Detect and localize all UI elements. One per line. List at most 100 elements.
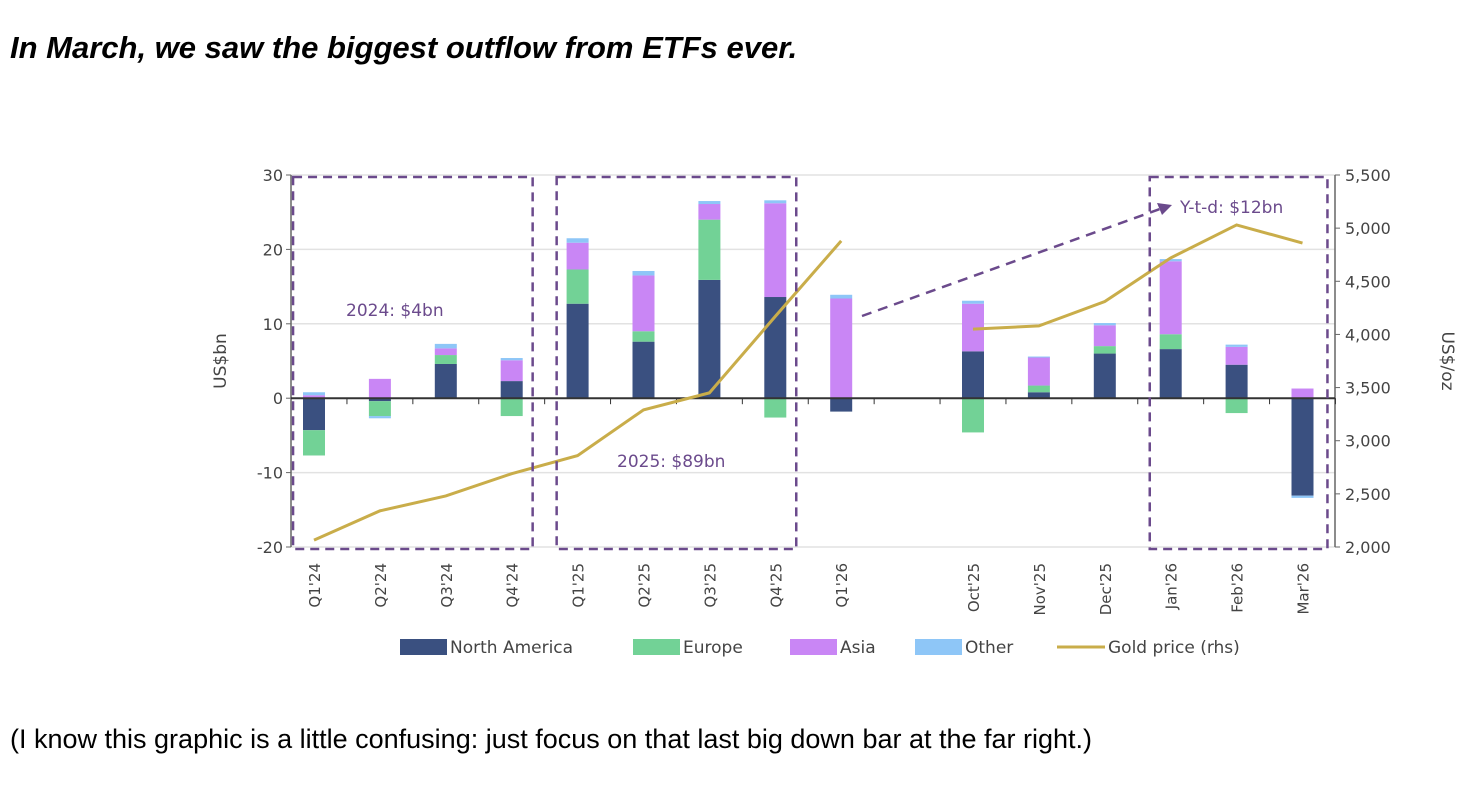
left-tick-label: 0 [273,389,283,408]
annotation-label: 2025: $89bn [617,452,725,472]
legend-swatch [790,639,837,655]
bar-north-america [566,303,589,399]
bar-other [500,358,523,361]
bar-north-america [764,297,787,399]
arrow-head-icon [1157,203,1172,215]
annotation-box [1148,175,1329,551]
x-tick-label: Jan'26 [1163,563,1181,610]
annotation-box [555,175,798,551]
bar-other [1291,495,1314,498]
bar-other [962,300,984,304]
bar-europe [1225,398,1248,414]
left-axis-title: US$bn [211,333,231,389]
bar-other [303,392,325,396]
x-tick-label: Oct'25 [965,563,983,612]
bar-other [434,343,457,349]
bar-asia [1027,357,1050,386]
bar-asia [500,360,523,382]
x-tick-label: Mar'26 [1295,563,1313,615]
bar-other [368,416,391,419]
x-tick-label: Q1'26 [833,563,851,608]
bar-asia [698,204,721,220]
legend-swatch [633,639,680,655]
bar-europe [764,398,787,418]
bar-north-america [962,351,984,399]
bar-other [1225,344,1248,347]
bar-europe [632,331,655,342]
legend-label: Other [965,638,1013,658]
bar-europe [1159,334,1182,350]
x-tick-label: Q1'24 [306,563,324,608]
bar-other [1093,323,1116,326]
ytd-arrow-line [861,207,1161,318]
bar-europe [434,355,457,364]
bar-asia [764,203,787,298]
x-tick-label: Q4'24 [504,563,522,608]
legend-label: North America [450,638,573,658]
bar-europe [500,398,523,417]
x-tick-label: Q2'24 [372,563,390,608]
bar-asia [434,348,457,356]
bar-north-america [698,279,721,399]
bar-other [698,201,721,205]
right-tick-label: 5,500 [1345,166,1391,185]
bar-asia [1159,261,1182,335]
x-tick-label: Dec'25 [1097,563,1115,615]
bar-europe [368,401,391,417]
bar-europe [1093,346,1116,354]
left-tick-label: 20 [263,240,283,259]
bar-north-america [500,381,523,399]
bar-north-america [303,398,325,431]
legend-label: Europe [683,638,743,658]
bar-north-america [632,341,655,399]
bar-north-america [1291,398,1314,496]
x-tick-label: Q2'25 [636,563,654,608]
bar-north-america [368,398,391,402]
x-tick-label: Nov'25 [1031,563,1049,616]
bar-north-america [1093,353,1116,399]
bar-europe [1027,385,1050,393]
bar-north-america [1159,349,1182,399]
x-tick-label: Q3'24 [438,563,456,608]
left-tick-label: -20 [257,538,283,557]
right-tick-label: 2,000 [1345,538,1391,557]
bar-europe [698,219,721,280]
bar-other [566,238,589,243]
right-tick-label: 3,500 [1345,379,1391,398]
gold-price-line [313,239,843,542]
bar-asia [1093,325,1116,347]
bar-other [1159,259,1182,262]
x-tick-label: Q3'25 [701,563,719,608]
gold-price-line [972,223,1303,331]
annotation-label: 2024: $4bn [346,301,444,321]
left-tick-label: 10 [263,315,283,334]
bar-asia [962,303,984,352]
x-tick-label: Q4'25 [767,563,785,608]
bar-asia [303,395,325,399]
bar-asia [830,298,853,399]
legend-label: Asia [840,638,876,658]
x-tick-label: Q1'25 [570,563,588,608]
annotation-label: Y-t-d: $12bn [1179,198,1283,218]
legend-label: Gold price (rhs) [1108,638,1240,658]
right-tick-label: 4,000 [1345,325,1391,344]
right-tick-label: 2,500 [1345,485,1391,504]
right-tick-label: 5,000 [1345,219,1391,238]
bar-asia [632,275,655,332]
bar-europe [962,398,984,433]
caption: (I know this graphic is a little confusi… [10,724,1093,754]
legend-swatch [915,639,962,655]
bar-north-america [434,363,457,399]
right-tick-label: 3,000 [1345,432,1391,451]
right-tick-label: 4,500 [1345,272,1391,291]
right-axis-title: US$/oz [1437,331,1457,390]
bar-europe [303,430,325,456]
bar-other [830,294,853,299]
bar-north-america [1225,364,1248,399]
bar-asia [1225,346,1248,365]
annotation-box [291,175,534,551]
bar-asia [1291,388,1314,399]
bar-north-america [830,398,853,412]
x-tick-label: Feb'26 [1229,563,1247,613]
